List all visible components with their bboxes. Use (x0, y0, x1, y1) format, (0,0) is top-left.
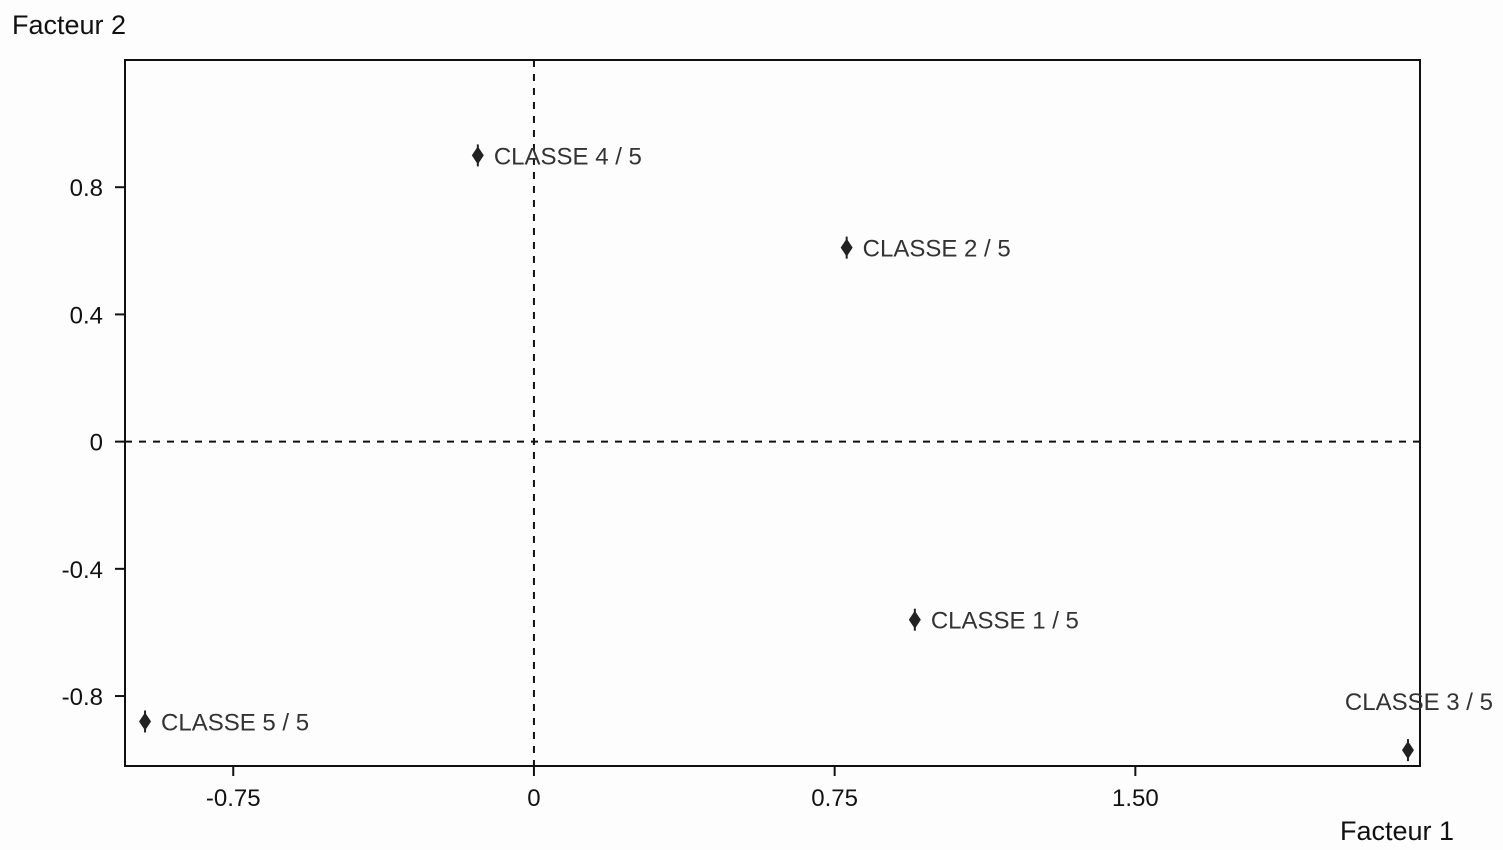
x-tick-label: 0.75 (811, 785, 858, 812)
axis-ticks: 0.8 0.4 0 -0.4 -0.8 -0.75 0 0.75 1.50 (62, 175, 1159, 812)
point-label: CLASSE 5 / 5 (161, 709, 309, 736)
x-tick-label: 1.50 (1112, 785, 1159, 812)
y-tick-label: 0 (90, 430, 103, 457)
plot-frame (124, 59, 1421, 767)
y-tick-label: 0.4 (70, 302, 103, 329)
y-axis-title: Facteur 2 (12, 10, 127, 40)
y-tick-label: -0.8 (62, 684, 103, 711)
point-label: CLASSE 4 / 5 (494, 143, 642, 170)
data-points: CLASSE 4 / 5 CLASSE 2 / 5 CLASSE 1 / 5 CLAS… (139, 143, 1493, 762)
x-tick-label: -0.75 (206, 785, 261, 812)
point-label: CLASSE 3 / 5 (1345, 689, 1493, 716)
point-label: CLASSE 2 / 5 (863, 236, 1011, 263)
x-axis-title: Facteur 1 (1340, 816, 1455, 846)
y-tick-label: -0.4 (62, 557, 103, 584)
y-tick-label: 0.8 (70, 175, 103, 202)
reference-lines (125, 60, 1420, 766)
point-label: CLASSE 1 / 5 (931, 608, 1079, 635)
x-tick-label: 0 (527, 785, 540, 812)
